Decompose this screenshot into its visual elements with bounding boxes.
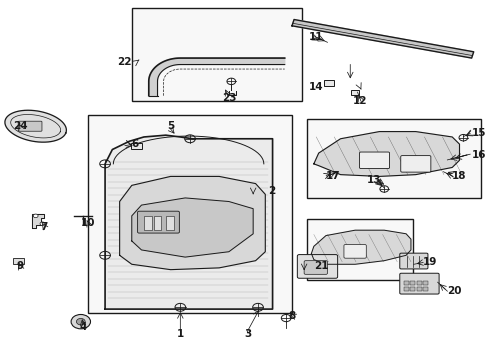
Text: 17: 17: [326, 171, 341, 181]
Circle shape: [71, 315, 91, 329]
Text: 22: 22: [117, 57, 132, 67]
Polygon shape: [149, 58, 285, 96]
Text: 14: 14: [309, 82, 323, 92]
FancyBboxPatch shape: [344, 244, 367, 258]
Polygon shape: [292, 19, 474, 58]
FancyBboxPatch shape: [360, 152, 390, 168]
Text: 3: 3: [245, 329, 252, 339]
Text: 1: 1: [177, 329, 184, 339]
Bar: [404, 287, 409, 291]
Bar: [144, 216, 152, 230]
Bar: [417, 281, 421, 285]
Text: 5: 5: [167, 121, 174, 131]
Text: 7: 7: [41, 222, 48, 231]
FancyBboxPatch shape: [400, 253, 428, 269]
Bar: [417, 287, 421, 291]
Bar: [411, 281, 416, 285]
Bar: [166, 216, 173, 230]
Polygon shape: [5, 110, 66, 142]
FancyBboxPatch shape: [307, 220, 414, 280]
Bar: [404, 281, 409, 285]
Text: 11: 11: [309, 32, 323, 41]
Text: 16: 16: [472, 150, 486, 160]
Text: 19: 19: [423, 257, 438, 267]
FancyBboxPatch shape: [307, 119, 481, 198]
Polygon shape: [32, 214, 45, 228]
Text: 18: 18: [452, 171, 466, 181]
Polygon shape: [120, 176, 265, 270]
FancyBboxPatch shape: [18, 121, 42, 131]
Circle shape: [40, 222, 45, 226]
Polygon shape: [314, 132, 460, 176]
Text: 10: 10: [81, 218, 96, 228]
Polygon shape: [312, 230, 411, 264]
FancyBboxPatch shape: [132, 8, 302, 101]
Bar: [154, 216, 161, 230]
Text: 23: 23: [221, 93, 236, 103]
Bar: [13, 258, 24, 264]
FancyBboxPatch shape: [304, 261, 327, 274]
Text: 15: 15: [472, 129, 486, 138]
Text: 12: 12: [353, 96, 367, 106]
Bar: [131, 143, 142, 149]
Text: 4: 4: [79, 322, 87, 332]
Text: 9: 9: [17, 261, 24, 271]
Text: 8: 8: [289, 311, 295, 321]
Bar: [423, 281, 428, 285]
Circle shape: [33, 214, 38, 218]
Polygon shape: [105, 135, 272, 309]
Text: 21: 21: [314, 261, 328, 271]
Bar: [423, 287, 428, 291]
Text: 6: 6: [132, 139, 139, 149]
Text: 24: 24: [13, 121, 27, 131]
FancyBboxPatch shape: [297, 255, 338, 278]
Bar: [411, 287, 416, 291]
FancyBboxPatch shape: [401, 156, 431, 172]
FancyBboxPatch shape: [138, 211, 179, 233]
FancyBboxPatch shape: [88, 116, 292, 313]
Text: 20: 20: [447, 286, 462, 296]
FancyBboxPatch shape: [400, 273, 439, 294]
Bar: [323, 80, 334, 86]
Text: 2: 2: [268, 186, 275, 196]
Polygon shape: [132, 198, 253, 257]
Text: 13: 13: [368, 175, 382, 185]
Circle shape: [76, 319, 85, 325]
Bar: [351, 90, 360, 95]
